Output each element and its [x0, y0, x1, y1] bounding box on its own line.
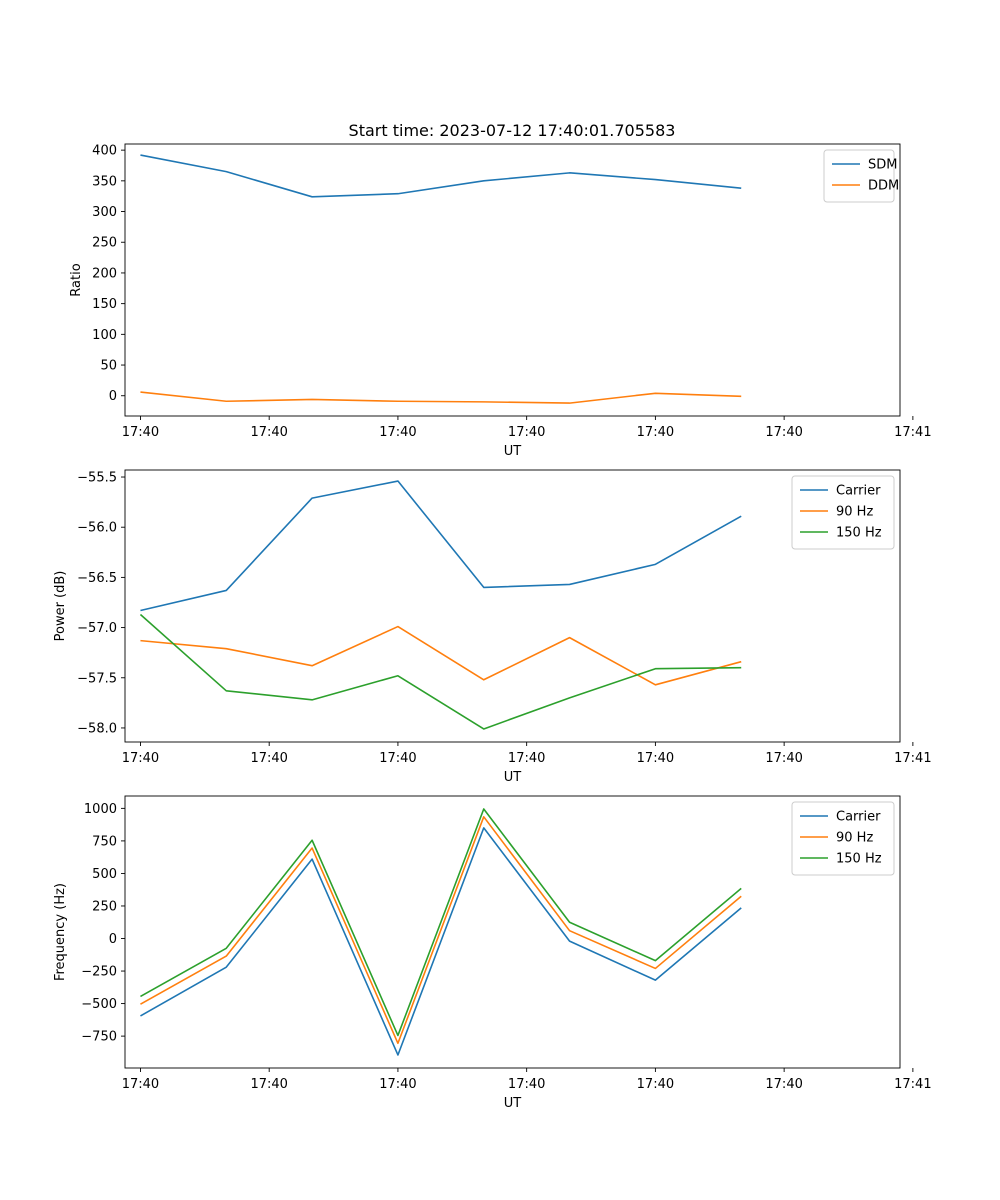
series-line-ddm [140, 391, 742, 404]
x-tick-label: 17:40 [765, 1077, 802, 1092]
legend-box [791, 801, 895, 876]
legend-box [823, 149, 895, 203]
y-tick-label: −500 [81, 997, 117, 1012]
y-tick-label: −57.5 [77, 671, 117, 686]
series-line-150-hz [140, 808, 742, 1037]
x-tick-label: 17:40 [637, 1077, 674, 1092]
legend-label: Carrier [836, 484, 881, 499]
x-tick-label: 17:40 [379, 1077, 416, 1092]
legend-label: DDM [868, 179, 899, 194]
y-tick-label: −57.0 [77, 621, 117, 636]
y-tick-label: 0 [109, 932, 117, 947]
x-tick-label: 17:40 [379, 751, 416, 766]
series-line-sdm [140, 154, 742, 198]
y-tick-label: −55.5 [77, 471, 117, 486]
y-tick-label: −250 [81, 965, 117, 980]
x-tick-label: 17:40 [122, 751, 159, 766]
x-tick-label: 17:40 [508, 1077, 545, 1092]
y-tick-label: 500 [92, 867, 117, 882]
y-tick-label: 400 [92, 144, 117, 159]
x-tick-label: 17:41 [894, 425, 931, 440]
y-tick-label: −56.0 [77, 521, 117, 536]
x-tick-label: 17:40 [250, 751, 287, 766]
y-tick-label: 300 [92, 205, 117, 220]
x-tick-label: 17:40 [250, 1077, 287, 1092]
x-tick-label: 17:40 [765, 425, 802, 440]
y-tick-label: 250 [92, 236, 117, 251]
legend: SDM DDM [823, 149, 899, 203]
y-tick-label: 50 [100, 359, 117, 374]
x-tick-label: 17:40 [379, 425, 416, 440]
y-axis-label: Ratio [69, 263, 84, 296]
y-tick-label: 750 [92, 834, 117, 849]
legend-label: 90 Hz [836, 505, 873, 520]
legend: Carrier 90 Hz 150 Hz [791, 475, 895, 550]
x-tick-label: 17:40 [122, 425, 159, 440]
y-tick-label: 350 [92, 174, 117, 189]
axes-frame [124, 469, 901, 743]
y-tick-label: 100 [92, 328, 117, 343]
legend-label: SDM [868, 158, 897, 173]
series-line-90-hz [140, 625, 742, 686]
x-axis-label: UT [504, 1096, 522, 1111]
chart-panel-3: −750 −500 −250 0 250 500 750 1000 17:40 17:40 17:4… [53, 795, 932, 1111]
legend: Carrier 90 Hz 150 Hz [791, 801, 895, 876]
chart-panel-2: −58.0 −57.5 −57.0 −56.5 −56.0 −55.5 17:40 17:40… [53, 469, 932, 785]
y-tick-label: 0 [109, 389, 117, 404]
legend-label: Carrier [836, 810, 881, 825]
y-tick-label: 1000 [84, 802, 117, 817]
y-tick-label: −56.5 [77, 571, 117, 586]
x-tick-label: 17:41 [894, 1077, 931, 1092]
x-axis-label: UT [504, 444, 522, 459]
legend-label: 90 Hz [836, 831, 873, 846]
series-line-90-hz [140, 816, 742, 1045]
series-line-carrier [140, 480, 742, 612]
y-tick-label: 150 [92, 297, 117, 312]
x-tick-label: 17:40 [122, 1077, 159, 1092]
y-axis-label: Frequency (Hz) [53, 883, 68, 981]
series-line-150-hz [139, 613, 742, 730]
x-tick-label: 17:40 [765, 751, 802, 766]
x-tick-label: 17:40 [508, 425, 545, 440]
y-tick-label: −58.0 [77, 721, 117, 736]
y-tick-label: −750 [81, 1030, 117, 1045]
y-tick-label: 250 [92, 899, 117, 914]
chart-panel-1: 0 50 100 150 200 250 300 350 400 17:40 17:40 17:40 1… [69, 143, 932, 459]
figure-title: Start time: 2023-07-12 17:40:01.705583 [349, 121, 676, 140]
x-tick-label: 17:40 [637, 751, 674, 766]
x-tick-label: 17:40 [508, 751, 545, 766]
x-axis-label: UT [504, 770, 522, 785]
legend-label: 150 Hz [836, 526, 882, 541]
y-axis-label: Power (dB) [53, 571, 68, 642]
legend-box [791, 475, 895, 550]
x-tick-label: 17:40 [637, 425, 674, 440]
axes-frame [124, 143, 901, 417]
axes-frame [124, 795, 901, 1069]
x-tick-label: 17:41 [894, 751, 931, 766]
y-tick-label: 200 [92, 266, 117, 281]
x-tick-label: 17:40 [250, 425, 287, 440]
legend-label: 150 Hz [836, 852, 882, 867]
series-line-carrier [140, 827, 742, 1056]
